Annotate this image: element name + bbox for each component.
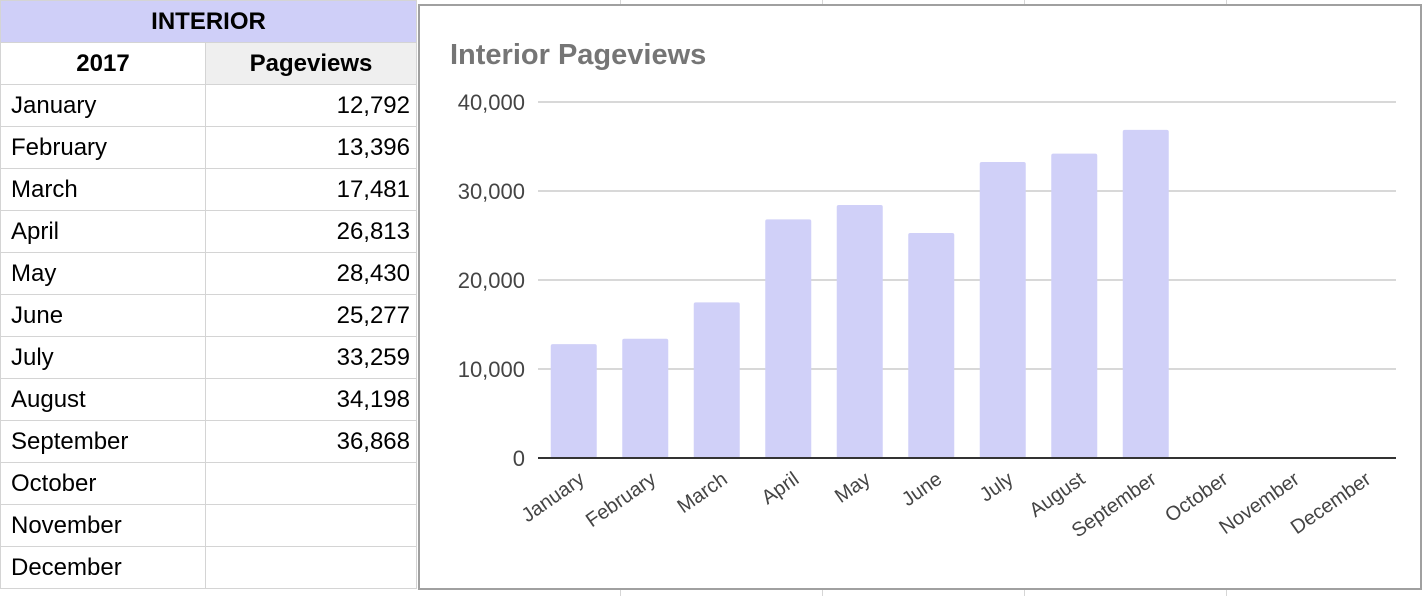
chart-container[interactable]: Interior Pageviews 0 10,000 20,000 30,000 40…	[418, 4, 1422, 590]
month-cell[interactable]: July	[0, 336, 206, 379]
pageviews-cell[interactable]	[205, 462, 417, 505]
month-cell[interactable]: December	[0, 546, 206, 589]
pageviews-cell[interactable]: 12,792	[205, 84, 417, 127]
pageviews-cell[interactable]	[205, 504, 417, 547]
pageviews-cell[interactable]: 25,277	[205, 294, 417, 337]
table-row: May 28,430	[0, 252, 417, 295]
pageviews-cell[interactable]	[205, 546, 417, 589]
pageviews-header[interactable]: Pageviews	[205, 42, 417, 85]
table-row: January 12,792	[0, 84, 417, 127]
month-cell[interactable]: October	[0, 462, 206, 505]
bar	[550, 344, 597, 458]
table-row: December	[0, 546, 417, 589]
month-cell[interactable]: January	[0, 84, 206, 127]
y-tick-label: 30,000	[458, 179, 525, 204]
bar	[1122, 129, 1169, 458]
table-row: November	[0, 504, 417, 547]
table-row: October	[0, 462, 417, 505]
month-cell[interactable]: November	[0, 504, 206, 547]
y-tick-label: 0	[513, 446, 525, 471]
x-tick-label: July	[976, 468, 1018, 506]
bar	[836, 204, 883, 458]
x-tick-label: January	[518, 468, 589, 527]
y-tick-label: 20,000	[458, 268, 525, 293]
table-title-row: INTERIOR	[0, 0, 417, 43]
table-row: June 25,277	[0, 294, 417, 337]
bar	[979, 161, 1026, 458]
month-cell[interactable]: September	[0, 420, 206, 463]
x-tick-label: August	[1025, 468, 1089, 522]
pageviews-cell[interactable]: 13,396	[205, 126, 417, 169]
month-cell[interactable]: May	[0, 252, 206, 295]
x-tick-label: June	[898, 468, 946, 511]
x-tick-label: November	[1215, 468, 1303, 539]
table-title[interactable]: INTERIOR	[0, 0, 417, 43]
bar	[765, 219, 812, 458]
x-tick-label: March	[673, 468, 731, 518]
pageviews-cell[interactable]: 36,868	[205, 420, 417, 463]
chart-title: Interior Pageviews	[450, 39, 706, 71]
month-cell[interactable]: August	[0, 378, 206, 421]
pageviews-cell[interactable]: 28,430	[205, 252, 417, 295]
table-row: September 36,868	[0, 420, 417, 463]
table-row: July 33,259	[0, 336, 417, 379]
table-row: March 17,481	[0, 168, 417, 211]
pageviews-cell[interactable]: 34,198	[205, 378, 417, 421]
x-tick-label: April	[758, 468, 803, 509]
y-tick-label: 40,000	[458, 90, 525, 115]
month-cell[interactable]: June	[0, 294, 206, 337]
table-row: February 13,396	[0, 126, 417, 169]
x-tick-label: December	[1287, 468, 1375, 539]
month-cell[interactable]: March	[0, 168, 206, 211]
bar-chart: Interior Pageviews 0 10,000 20,000 30,000 40…	[450, 39, 1396, 542]
pageviews-cell[interactable]: 17,481	[205, 168, 417, 211]
bar	[622, 338, 669, 458]
bar	[908, 233, 955, 458]
table-row: April 26,813	[0, 210, 417, 253]
y-tick-label: 10,000	[458, 357, 525, 382]
year-header[interactable]: 2017	[0, 42, 206, 85]
pageviews-cell[interactable]: 33,259	[205, 336, 417, 379]
x-tick-label: May	[831, 468, 875, 508]
table-row: August 34,198	[0, 378, 417, 421]
month-cell[interactable]: April	[0, 210, 206, 253]
month-cell[interactable]: February	[0, 126, 206, 169]
table-header-row: 2017 Pageviews	[0, 42, 417, 85]
bar	[693, 302, 740, 458]
bar	[1051, 153, 1098, 458]
x-tick-label: February	[582, 468, 660, 532]
pageviews-cell[interactable]: 26,813	[205, 210, 417, 253]
pageviews-table: INTERIOR 2017 Pageviews January 12,792 Feb…	[0, 0, 417, 589]
